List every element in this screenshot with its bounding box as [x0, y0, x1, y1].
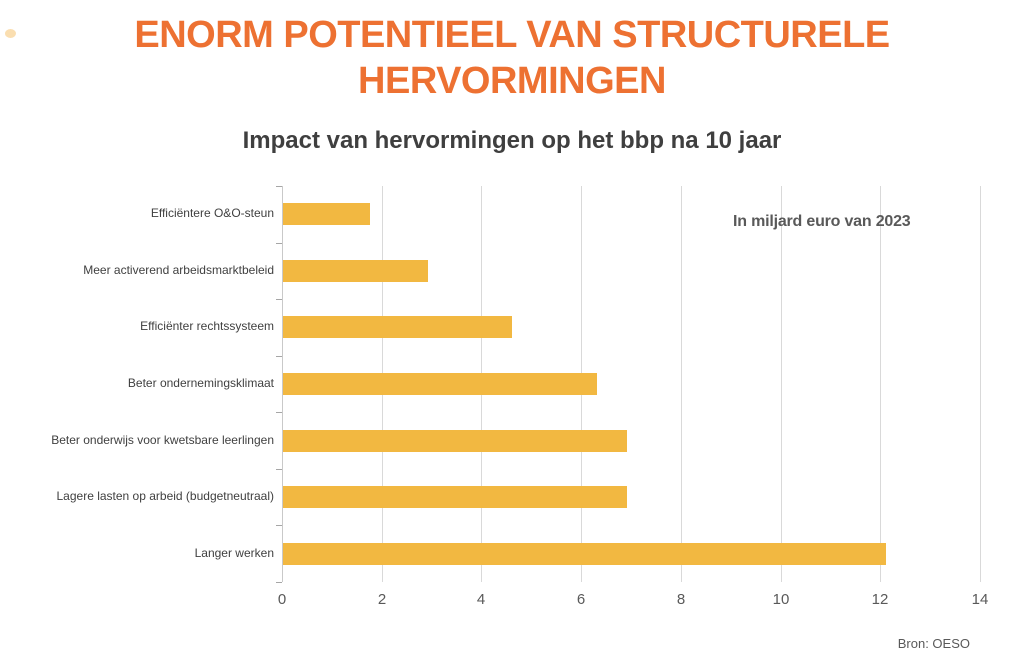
axis-tick — [276, 469, 282, 470]
x-tick-label: 2 — [377, 591, 387, 608]
source-label: Bron: OESO — [897, 636, 970, 651]
decoration-dot — [5, 29, 16, 38]
axis-tick — [276, 186, 282, 187]
axis-tick — [276, 356, 282, 357]
bar — [283, 316, 512, 338]
bar — [283, 486, 627, 508]
bar — [283, 543, 886, 565]
x-tick-label: 10 — [772, 591, 790, 608]
x-tick-label: 6 — [576, 591, 586, 608]
x-tick-label: 8 — [676, 591, 686, 608]
unit-annotation: In miljard euro van 2023 — [733, 213, 911, 230]
axis-tick — [276, 582, 282, 583]
category-label: Langer werken — [194, 546, 274, 560]
axis-tick — [276, 412, 282, 413]
x-tick-label: 0 — [277, 591, 287, 608]
x-tick-label: 14 — [971, 591, 989, 608]
category-label: Meer activerend arbeidsmarktbeleid — [83, 263, 274, 277]
bar — [283, 203, 370, 225]
gridline — [880, 186, 881, 582]
chart-title: Impact van hervormingen op het bbp na 10… — [242, 127, 782, 154]
bar — [283, 373, 597, 395]
slide-title: ENORM POTENTIEEL VAN STRUCTURELE HERVORM… — [134, 14, 890, 103]
x-tick-label: 12 — [871, 591, 889, 608]
gridline — [681, 186, 682, 582]
axis-tick — [276, 525, 282, 526]
bar — [283, 430, 627, 452]
category-label: Efficiënter rechtssysteem — [140, 319, 274, 333]
bar — [283, 260, 428, 282]
category-label: Efficiëntere O&O-steun — [150, 206, 274, 220]
category-label: Beter onderwijs voor kwetsbare leerlinge… — [51, 433, 274, 447]
gridline — [781, 186, 782, 582]
category-label: Lagere lasten op arbeid (budgetneutraal) — [56, 489, 275, 503]
x-tick-label: 4 — [476, 591, 486, 608]
gridline — [980, 186, 981, 582]
axis-tick — [276, 243, 282, 244]
category-axis-line — [282, 186, 283, 582]
category-label: Beter ondernemingsklimaat — [127, 376, 274, 390]
axis-tick — [276, 299, 282, 300]
